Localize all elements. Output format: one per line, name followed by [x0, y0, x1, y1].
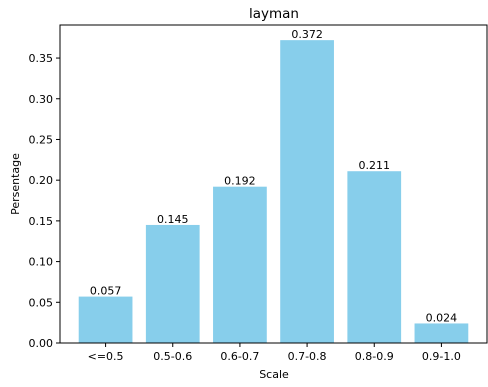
bar-0 — [78, 296, 133, 343]
x-tick-label-5: 0.9-1.0 — [422, 350, 461, 363]
bar-2 — [213, 186, 267, 343]
x-tick-label-0: <=0.5 — [88, 350, 124, 363]
bar-5 — [414, 323, 469, 343]
chart-title: layman — [249, 6, 299, 22]
y-tick-label-2: 0.10 — [29, 256, 54, 269]
x-tick-label-1: 0.5-0.6 — [153, 350, 192, 363]
y-tick-label-6: 0.30 — [29, 93, 54, 106]
data-label-5: 0.024 — [426, 311, 458, 324]
y-tick-label-7: 0.35 — [29, 52, 54, 65]
data-label-1: 0.145 — [157, 213, 189, 226]
plot-frame — [59, 24, 488, 344]
data-label-2: 0.192 — [224, 175, 256, 188]
bar-4 — [347, 171, 402, 343]
y-tick-label-1: 0.05 — [29, 296, 54, 309]
data-labels-group: 0.057 0.145 0.192 0.372 0.211 0.024 — [90, 28, 457, 324]
data-label-3: 0.372 — [291, 28, 323, 41]
bar-3 — [280, 40, 334, 344]
x-axis-title: Scale — [259, 368, 289, 381]
data-label-4: 0.211 — [359, 159, 391, 172]
x-axis: <=0.5 0.5-0.6 0.6-0.7 0.7-0.8 0.8-0.9 0.9-1.0 — [88, 343, 461, 363]
x-tick-label-4: 0.8-0.9 — [355, 350, 394, 363]
y-tick-label-0: 0.00 — [29, 337, 54, 350]
y-tick-label-3: 0.15 — [29, 215, 54, 228]
x-tick-label-3: 0.7-0.8 — [288, 350, 327, 363]
bar-1 — [145, 224, 200, 343]
y-tick-label-4: 0.20 — [29, 174, 54, 187]
y-axis-title: Persentage — [9, 153, 22, 215]
y-tick-label-5: 0.25 — [29, 133, 54, 146]
bars-group — [78, 40, 469, 344]
y-axis: 0.00 0.05 0.10 0.15 0.20 0.25 0.30 0.35 — [29, 52, 60, 350]
x-tick-label-2: 0.6-0.7 — [220, 350, 259, 363]
data-label-0: 0.057 — [90, 285, 122, 298]
